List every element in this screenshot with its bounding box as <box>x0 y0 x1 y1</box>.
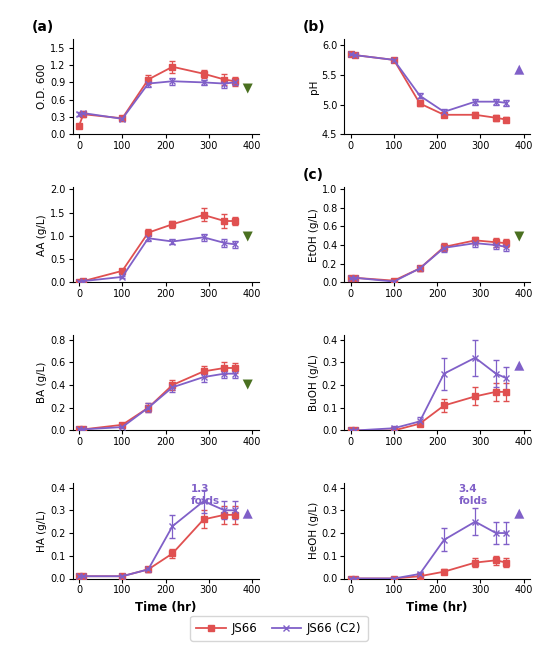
Y-axis label: HA (g/L): HA (g/L) <box>37 510 47 552</box>
Y-axis label: BuOH (g/L): BuOH (g/L) <box>309 354 319 411</box>
Text: (a): (a) <box>32 20 54 34</box>
Text: 1.3
folds: 1.3 folds <box>191 484 220 506</box>
Y-axis label: HeOH (g/L): HeOH (g/L) <box>309 502 319 560</box>
Text: (b): (b) <box>303 20 326 34</box>
X-axis label: Time (hr): Time (hr) <box>406 601 468 614</box>
Y-axis label: O.D. 600: O.D. 600 <box>37 64 47 109</box>
Y-axis label: BA (g/L): BA (g/L) <box>37 362 47 404</box>
Text: 3.4
folds: 3.4 folds <box>459 484 488 506</box>
Y-axis label: pH: pH <box>309 79 319 94</box>
Legend: JS66, JS66 (C2): JS66, JS66 (C2) <box>190 616 368 641</box>
X-axis label: Time (hr): Time (hr) <box>135 601 196 614</box>
Y-axis label: AA (g/L): AA (g/L) <box>37 214 47 255</box>
Y-axis label: EtOH (g/L): EtOH (g/L) <box>309 208 319 261</box>
Text: (c): (c) <box>303 168 324 183</box>
